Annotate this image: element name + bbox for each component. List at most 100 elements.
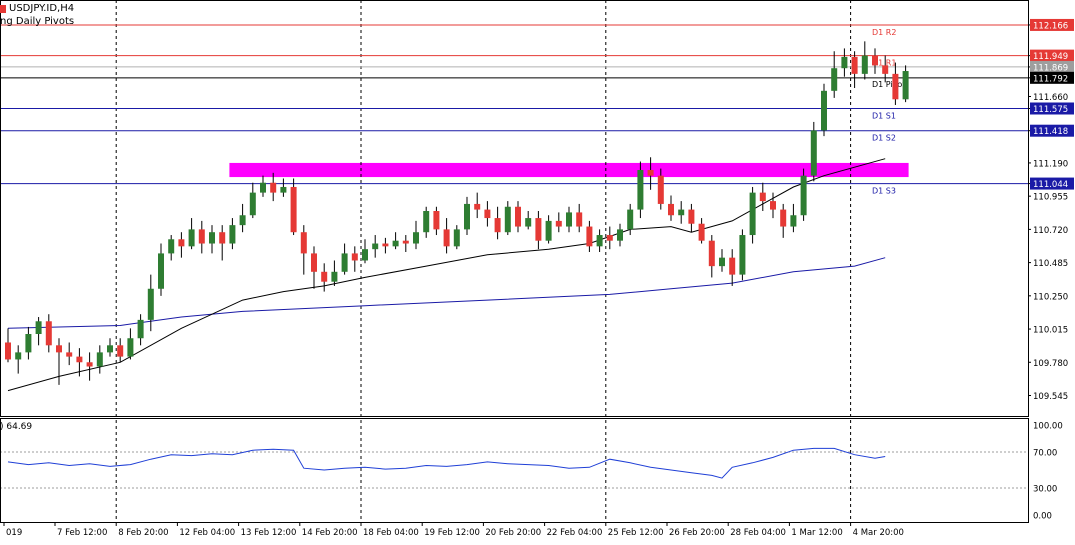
candle <box>800 168 807 221</box>
price-tag <box>1030 124 1074 137</box>
candle <box>535 211 542 250</box>
price-tag <box>1030 60 1074 73</box>
y-tick-label: 111.949 <box>1033 52 1068 62</box>
candle <box>423 206 430 238</box>
rsi-tick-label: 70.00 <box>1033 449 1057 459</box>
candle-body <box>86 362 93 367</box>
candle-body <box>209 232 215 244</box>
y-tick-label: 111.869 <box>1033 63 1068 73</box>
candle <box>627 203 634 236</box>
y-tick-label: 111.418 <box>1033 127 1068 137</box>
x-tick-label: 18 Feb 04:00 <box>363 528 419 538</box>
candle-body <box>331 271 338 282</box>
candle <box>270 172 277 202</box>
candle-body <box>790 215 797 227</box>
x-tick-label: 22 Feb 04:00 <box>547 528 603 538</box>
candle <box>15 345 22 374</box>
ma-slow-line <box>7 257 886 329</box>
candle-body <box>821 90 827 131</box>
candle-body <box>698 223 705 241</box>
candle-body <box>239 215 246 226</box>
candle-body <box>321 271 328 282</box>
candle <box>637 161 644 219</box>
candle <box>392 232 399 250</box>
candle-body <box>66 352 73 357</box>
candle <box>739 229 746 281</box>
candle-body <box>525 218 532 227</box>
candle-body <box>351 253 358 261</box>
candle <box>555 212 562 233</box>
rsi-panel-frame <box>0 418 1029 523</box>
candle-body <box>841 56 848 69</box>
y-tick-label: 110.485 <box>1033 259 1068 269</box>
candle-body <box>311 253 317 272</box>
candle <box>66 342 73 366</box>
candle-body <box>810 130 817 176</box>
y-tick-label: 111.660 <box>1033 93 1068 103</box>
candle <box>402 235 409 252</box>
candle-body <box>433 211 440 230</box>
pivot-label: D1 S3 <box>872 187 896 196</box>
candle-body <box>831 68 838 91</box>
candle-body <box>270 182 277 193</box>
candle-body <box>260 182 266 193</box>
candle-body <box>443 229 450 247</box>
candle-body <box>453 229 460 247</box>
candle-body <box>15 352 22 360</box>
candle-body <box>902 71 909 100</box>
x-tick-label: 7 Feb 12:00 <box>57 528 107 538</box>
candle-body <box>178 239 185 247</box>
x-tick-label: 13 Feb 12:00 <box>241 528 297 538</box>
candle <box>158 243 164 296</box>
y-tick-label: 110.720 <box>1033 226 1068 236</box>
candle <box>708 235 715 278</box>
candle-body <box>402 240 409 244</box>
candle <box>749 186 756 244</box>
price-tag <box>1030 49 1074 62</box>
candle <box>515 201 521 233</box>
pivot-label: D1 S1 <box>872 112 896 121</box>
candle <box>821 83 827 137</box>
x-tick-label: 1 Mar 12:00 <box>791 528 842 538</box>
candle <box>443 218 450 254</box>
candle <box>525 211 532 230</box>
candle-body <box>678 209 685 216</box>
candle <box>596 229 603 252</box>
candle-body <box>576 212 583 227</box>
rsi-line <box>7 447 886 479</box>
candle <box>484 201 491 227</box>
candle <box>188 218 195 250</box>
candle <box>147 274 154 332</box>
candle <box>341 243 348 275</box>
candle-body <box>127 338 134 357</box>
candle-body <box>586 226 593 247</box>
candle <box>688 203 695 233</box>
y-tick-label: 111.044 <box>1033 180 1068 190</box>
candle-body <box>413 232 419 244</box>
x-tick-label: 20 Feb 20:00 <box>485 528 541 538</box>
candle <box>239 203 246 233</box>
candle-body <box>872 55 878 66</box>
pivot-label: D1 R1 <box>872 59 896 68</box>
candle <box>300 225 307 275</box>
candle <box>86 352 93 381</box>
candle <box>382 237 389 254</box>
candle <box>311 246 317 289</box>
candle <box>107 338 113 357</box>
candle-body <box>464 203 470 230</box>
candle-body <box>76 356 83 363</box>
pivot-label: D1 R2 <box>872 28 896 37</box>
candle <box>198 220 205 254</box>
candle <box>504 201 511 236</box>
candle <box>586 220 593 252</box>
candle <box>892 62 899 105</box>
y-tick-label: 109.780 <box>1033 359 1068 369</box>
candle <box>117 338 124 363</box>
candle <box>137 314 144 346</box>
candle-body <box>719 257 725 267</box>
candle <box>453 225 460 250</box>
pivot-label: D1 Pivot <box>872 80 905 89</box>
candle-body <box>606 235 613 241</box>
candle <box>260 175 266 197</box>
